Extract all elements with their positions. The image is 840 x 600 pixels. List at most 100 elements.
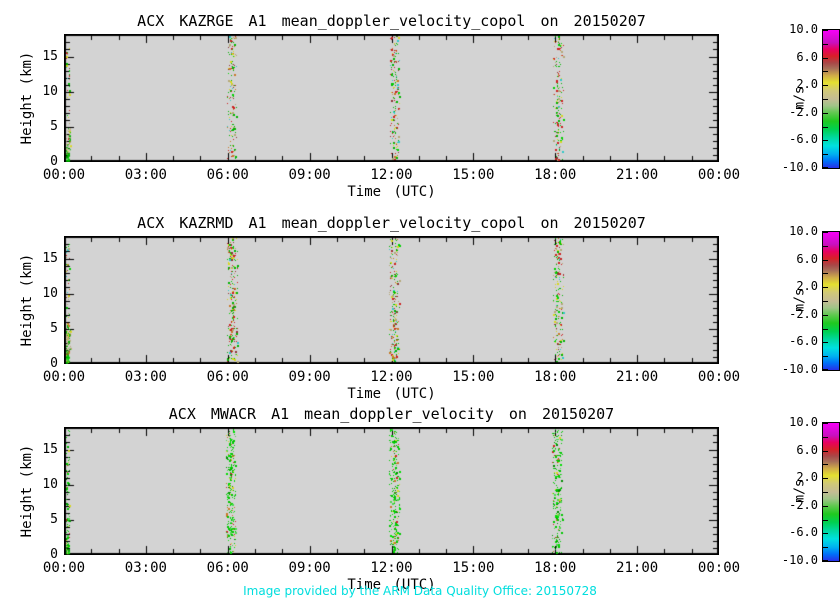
colorbar-tick-label: 6.0 <box>796 49 818 64</box>
colorbar-tick-label: -6.0 <box>789 132 818 147</box>
x-axis-label: Time (UTC) <box>347 184 436 200</box>
colorbar-tick-label: 2.0 <box>796 279 818 294</box>
colorbar-tick <box>823 85 828 86</box>
colorbar-tick-label: -10.0 <box>781 160 818 174</box>
x-tick-label: 03:00 <box>124 167 167 183</box>
y-tick-label: 10 <box>42 83 58 99</box>
x-tick-label: 03:00 <box>124 369 167 385</box>
colorbar-tick-label: -6.0 <box>789 525 818 540</box>
colorbar-tick <box>823 232 828 233</box>
colorbar-tick <box>823 560 828 561</box>
x-tick-label: 15:00 <box>452 167 495 183</box>
colorbar-tick-label: 10.0 <box>789 224 818 238</box>
y-tick-label: 0 <box>50 154 58 169</box>
colorbar-tick <box>823 547 828 548</box>
colorbar-tick-label: 6.0 <box>796 442 818 457</box>
colorbar-tick-label: 10.0 <box>789 22 818 36</box>
x-tick-label: 00:00 <box>697 167 741 183</box>
x-tick-label: 12:00 <box>370 369 413 385</box>
y-tick-label: 15 <box>42 48 58 64</box>
colorbar-tick-label: -10.0 <box>781 362 818 376</box>
y-tick-label: 15 <box>42 250 58 266</box>
y-tick-label: 15 <box>42 441 58 457</box>
colorbar-tick-label: -2.0 <box>789 306 818 321</box>
x-tick-label: 00:00 <box>697 560 741 576</box>
colorbar-unit-label: m/s <box>792 86 808 110</box>
colorbar-tick <box>823 423 828 424</box>
x-tick-label: 21:00 <box>616 369 659 385</box>
colorbar-tick <box>823 478 828 479</box>
y-tick-label: 5 <box>50 118 58 134</box>
colorbar-tick <box>823 127 828 128</box>
x-tick-label: 00:00 <box>42 560 86 576</box>
credit-caption: Image provided by the ARM Data Quality O… <box>243 584 597 598</box>
y-tick-label: 0 <box>50 356 58 371</box>
colorbar-tick <box>823 342 828 343</box>
colorbar-tick <box>823 287 828 288</box>
x-tick-label: 18:00 <box>534 167 577 183</box>
colorbar <box>822 231 840 371</box>
colorbar-tick-label: -2.0 <box>789 104 818 119</box>
colorbar-tick-label: 10.0 <box>789 415 818 429</box>
colorbar-tick <box>823 167 828 168</box>
colorbar-unit-label: m/s <box>792 288 808 312</box>
x-tick-label: 00:00 <box>697 369 741 385</box>
colorbar-tick-label: 2.0 <box>796 77 818 92</box>
colorbar-tick <box>823 437 828 438</box>
x-tick-label: 21:00 <box>616 560 659 576</box>
x-tick-label: 06:00 <box>206 369 249 385</box>
colorbar-tick-label: -10.0 <box>781 553 818 567</box>
y-axis-label: Height (km) <box>19 444 35 538</box>
colorbar-tick <box>823 273 828 274</box>
colorbar-tick <box>823 260 828 261</box>
x-tick-label: 15:00 <box>452 560 495 576</box>
colorbar-tick <box>823 99 828 100</box>
colorbar-tick <box>823 533 828 534</box>
colorbar-tick-label: 2.0 <box>796 470 818 485</box>
x-tick-label: 06:00 <box>206 167 249 183</box>
x-tick-label: 12:00 <box>370 560 413 576</box>
colorbar-tick <box>823 140 828 141</box>
colorbar <box>822 29 840 169</box>
colorbar-tick-label: -6.0 <box>789 334 818 349</box>
colorbar-tick <box>823 58 828 59</box>
y-tick-label: 5 <box>50 511 58 527</box>
colorbar-tick-label: -2.0 <box>789 497 818 512</box>
x-tick-label: 09:00 <box>288 560 331 576</box>
colorbar-tick <box>823 329 828 330</box>
panel-title: ACX MWACR A1 mean_doppler_velocity on 20… <box>168 405 615 423</box>
x-tick-label: 18:00 <box>534 560 577 576</box>
colorbar-tick <box>823 71 828 72</box>
colorbar-tick <box>823 369 828 370</box>
x-tick-label: 18:00 <box>534 369 577 385</box>
colorbar-tick <box>823 520 828 521</box>
colorbar-tick <box>823 451 828 452</box>
x-tick-label: 09:00 <box>288 167 331 183</box>
plot-canvas <box>64 236 719 364</box>
plot-canvas <box>64 427 719 555</box>
x-tick-label: 09:00 <box>288 369 331 385</box>
plot-canvas <box>64 34 719 162</box>
colorbar-tick <box>823 356 828 357</box>
colorbar-tick <box>823 246 828 247</box>
colorbar-tick <box>823 464 828 465</box>
y-axis-label: Height (km) <box>19 51 35 145</box>
x-tick-label: 00:00 <box>42 167 86 183</box>
y-tick-label: 0 <box>50 547 58 562</box>
colorbar-tick <box>823 113 828 114</box>
y-tick-label: 5 <box>50 320 58 336</box>
y-axis-label: Height (km) <box>19 253 35 347</box>
colorbar-tick <box>823 44 828 45</box>
colorbar-tick <box>823 315 828 316</box>
x-tick-label: 12:00 <box>370 167 413 183</box>
x-tick-label: 03:00 <box>124 560 167 576</box>
colorbar-tick <box>823 506 828 507</box>
colorbar-tick <box>823 30 828 31</box>
colorbar-unit-label: m/s <box>792 479 808 503</box>
x-axis-label: Time (UTC) <box>347 577 436 593</box>
colorbar-tick-label: 6.0 <box>796 251 818 266</box>
panel-title: ACX KAZRGE A1 mean_doppler_velocity_copo… <box>137 12 646 30</box>
colorbar-tick <box>823 492 828 493</box>
x-axis-label: Time (UTC) <box>347 386 436 402</box>
